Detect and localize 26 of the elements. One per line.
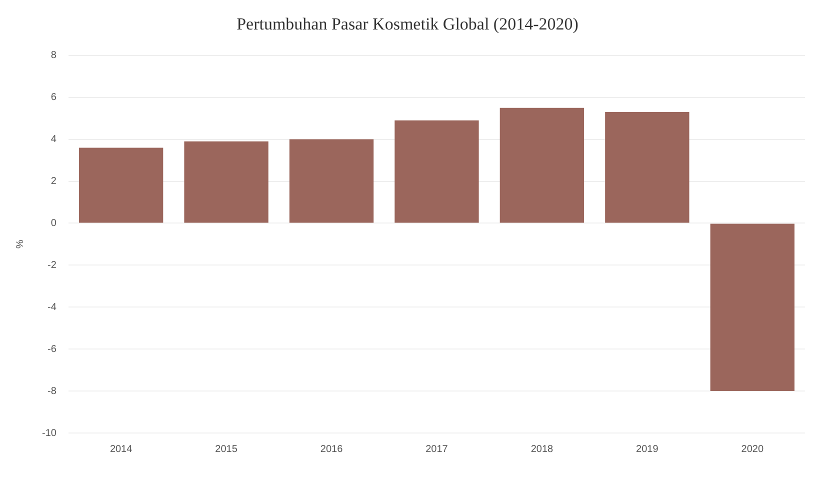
bar — [78, 148, 164, 223]
y-tick-label: -8 — [48, 386, 57, 397]
y-tick-label: 4 — [50, 134, 57, 146]
y-tick-label: 2 — [50, 176, 57, 188]
y-tick-label: 8 — [50, 50, 57, 62]
bar — [500, 108, 584, 223]
bar — [605, 112, 690, 223]
bar — [184, 141, 268, 223]
x-tick-label: 2020 — [741, 444, 764, 455]
y-tick-label: -2 — [48, 260, 57, 271]
y-tick-label: -10 — [42, 428, 57, 439]
x-tick-label: 2019 — [636, 444, 659, 455]
bar — [289, 139, 374, 223]
bar — [710, 224, 794, 392]
x-tick-label: 2015 — [215, 444, 238, 455]
y-tick-label: -6 — [48, 344, 57, 355]
bar — [394, 120, 479, 223]
y-tick-label: 0 — [50, 218, 57, 229]
x-tick-label: 2016 — [320, 444, 344, 455]
y-tick-label: -4 — [48, 302, 57, 313]
x-tick-label: 2014 — [110, 444, 133, 455]
y-axis-title: % — [14, 240, 26, 249]
x-tick-label: 2018 — [530, 444, 554, 455]
y-tick-label: 6 — [50, 92, 57, 104]
chart-title: Pertumbuhan Pasar Kosmetik Global (2014-2020) — [236, 14, 578, 34]
x-tick-label: 2017 — [426, 444, 448, 455]
